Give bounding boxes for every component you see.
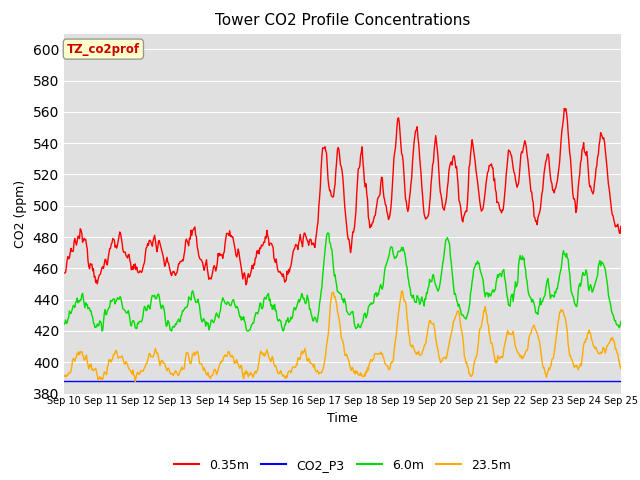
- 0.35m: [242, 282, 250, 288]
- CO2_P3: [60, 378, 68, 384]
- 6.0m: [70, 303, 78, 309]
- CO2_P3: [617, 378, 625, 384]
- 23.5m: [131, 379, 139, 384]
- 6.0m: [128, 319, 136, 325]
- CO2_P3: [127, 378, 135, 384]
- 23.5m: [617, 366, 625, 372]
- 0.35m: [184, 240, 192, 246]
- 0.35m: [60, 270, 68, 276]
- 6.0m: [428, 278, 436, 284]
- 6.0m: [214, 314, 222, 320]
- Text: TZ_co2prof: TZ_co2prof: [67, 43, 140, 56]
- Line: 23.5m: 23.5m: [64, 291, 621, 382]
- 0.35m: [70, 239, 78, 245]
- Legend: 0.35m, CO2_P3, 6.0m, 23.5m: 0.35m, CO2_P3, 6.0m, 23.5m: [169, 454, 516, 477]
- 0.35m: [411, 133, 419, 139]
- 0.35m: [127, 267, 135, 273]
- CO2_P3: [426, 378, 434, 384]
- 6.0m: [98, 328, 106, 334]
- 23.5m: [412, 349, 419, 355]
- 0.35m: [617, 224, 625, 229]
- 23.5m: [399, 288, 406, 294]
- 23.5m: [60, 372, 68, 378]
- 23.5m: [428, 321, 436, 326]
- CO2_P3: [410, 378, 418, 384]
- X-axis label: Time: Time: [327, 412, 358, 425]
- 23.5m: [70, 357, 78, 362]
- 6.0m: [60, 321, 68, 327]
- CO2_P3: [214, 378, 221, 384]
- CO2_P3: [70, 378, 78, 384]
- 23.5m: [127, 369, 135, 374]
- 0.35m: [428, 180, 435, 186]
- 6.0m: [185, 294, 193, 300]
- Title: Tower CO2 Profile Concentrations: Tower CO2 Profile Concentrations: [214, 13, 470, 28]
- 0.35m: [214, 260, 221, 265]
- 23.5m: [214, 367, 222, 373]
- CO2_P3: [184, 378, 192, 384]
- 6.0m: [412, 300, 419, 305]
- Y-axis label: CO2 (ppm): CO2 (ppm): [14, 180, 28, 248]
- Line: 6.0m: 6.0m: [64, 233, 621, 331]
- Line: 0.35m: 0.35m: [64, 108, 621, 285]
- 6.0m: [324, 230, 332, 236]
- 23.5m: [185, 353, 193, 359]
- 6.0m: [617, 319, 625, 324]
- 0.35m: [561, 106, 568, 111]
